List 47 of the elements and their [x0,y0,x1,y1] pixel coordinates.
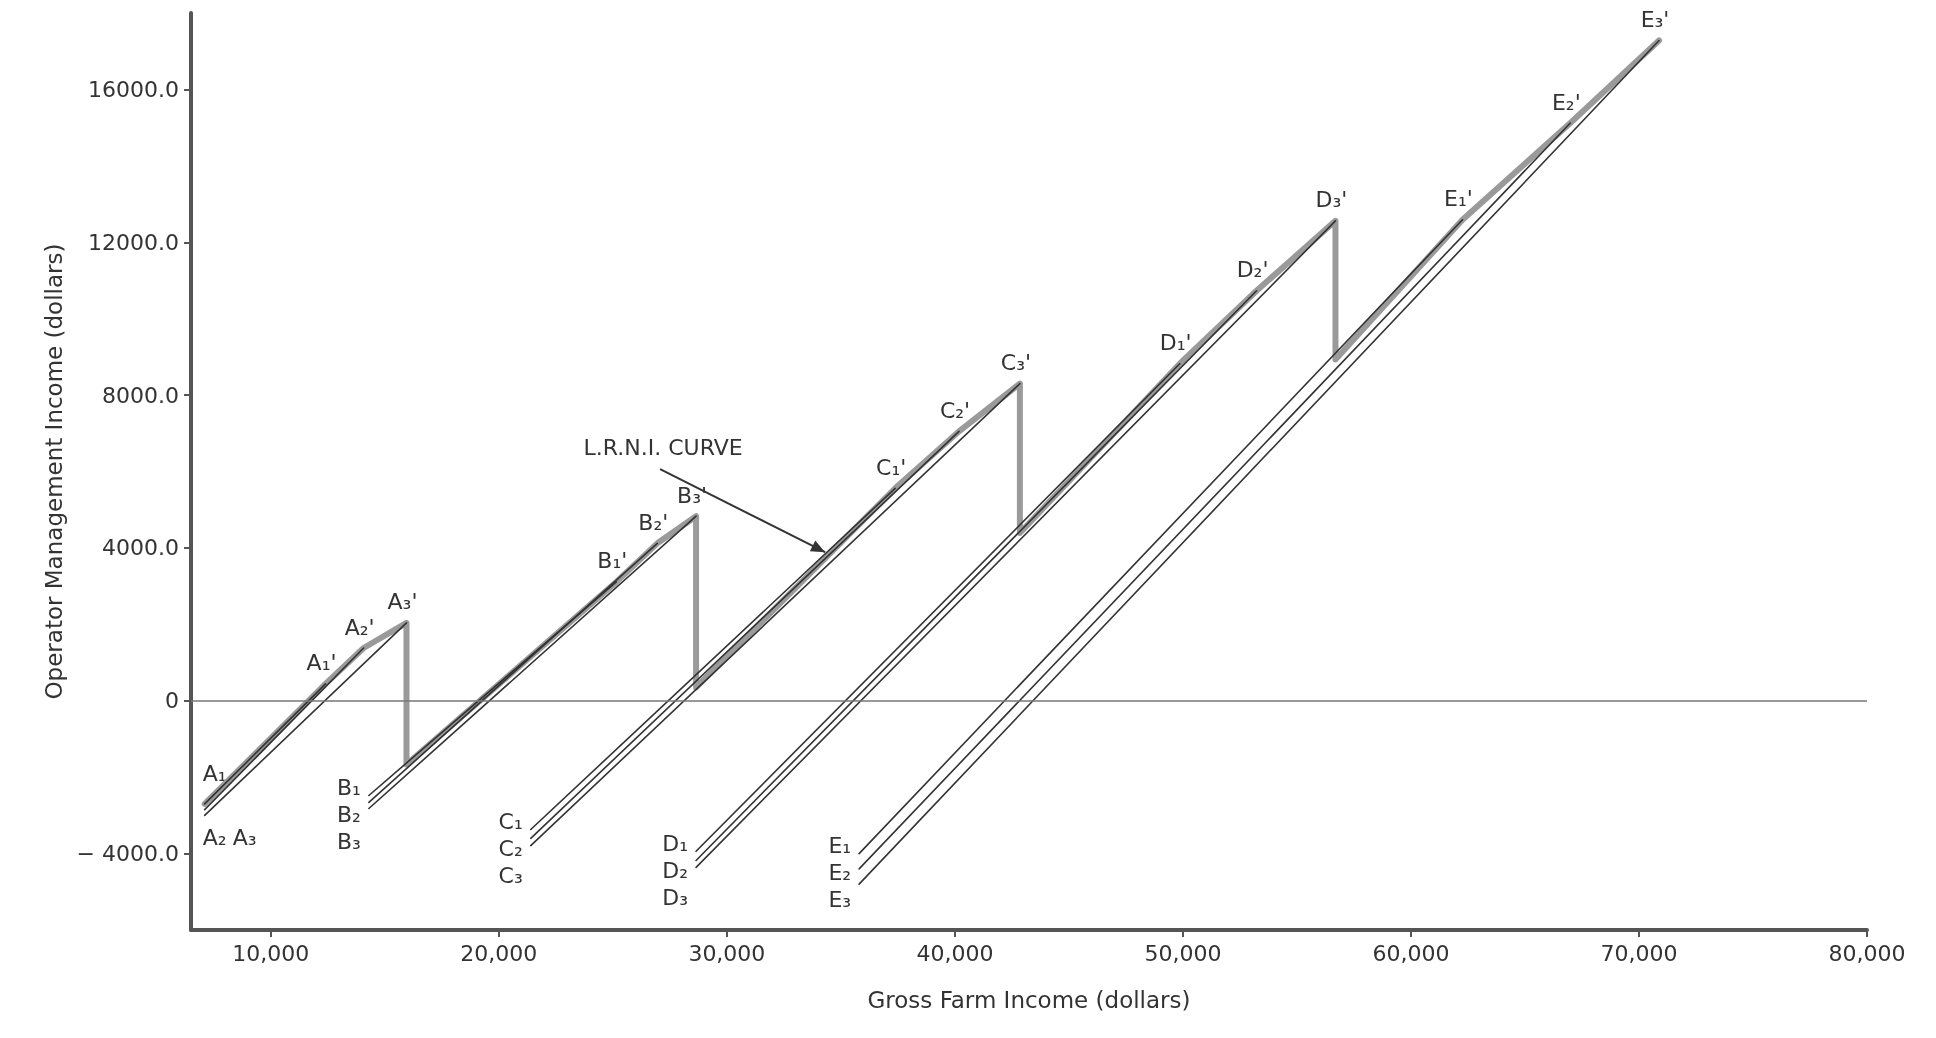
series-label: B₂ [336,802,361,828]
x-tick-label: 70,000 [1600,940,1678,966]
annotation: C₃' [1000,350,1031,376]
annotation: B₃' [677,482,708,508]
x-tick-label: 10,000 [232,940,310,966]
annotation: C₂' [939,397,971,423]
x-tick-label: 20,000 [460,940,538,966]
annotation: L.R.N.I. CURVE [583,434,743,460]
series-label: E₃ [828,887,852,913]
series-label: E₂ [828,860,852,886]
annotation: B₂' [638,509,669,535]
annotation: C₁' [876,454,907,480]
series-label: D₁ [662,830,689,856]
y-tick-label: 8000.0 [102,382,179,408]
annotation: A₁' [306,650,337,676]
y-tick-label: 16000.0 [88,76,179,102]
y-tick-label: 0 [165,688,179,714]
annotation: A₂' [344,614,375,640]
annotation: D₁' [1159,330,1192,356]
y-tick-label: 4000.0 [102,535,179,561]
x-tick-label: 80,000 [1828,940,1906,966]
annotation: E₂' [1551,89,1581,115]
y-tick-label: 12000.0 [88,229,179,255]
x-tick-label: 30,000 [688,940,766,966]
series-label: D₂ [662,857,689,883]
series-label: C₃ [498,863,523,889]
series-label: C₂ [498,836,523,862]
y-tick-label: − 4000.0 [76,841,179,867]
series-label: C₁ [498,809,523,835]
series-label: B₁ [336,775,361,801]
x-tick-label: 60,000 [1372,940,1450,966]
annotation: D₃' [1315,187,1348,213]
y-axis-title: Operator Management Income (dollars) [41,243,68,700]
series-label: E₁ [828,833,852,859]
series-label: B₃ [336,829,361,855]
series-label: A₁ [202,761,227,787]
x-tick-label: 50,000 [1144,940,1222,966]
annotation: A₃' [387,589,418,615]
annotation: E₃' [1640,7,1670,33]
annotation: B₁' [597,548,628,574]
series-label: A₂ [202,825,227,851]
series-label: D₃ [662,884,689,910]
annotation: D₂' [1236,257,1269,283]
x-axis-title: Gross Farm Income (dollars) [867,986,1191,1013]
x-tick-label: 40,000 [916,940,994,966]
annotation: E₁' [1444,186,1473,212]
series-label: A₃ [232,825,257,851]
